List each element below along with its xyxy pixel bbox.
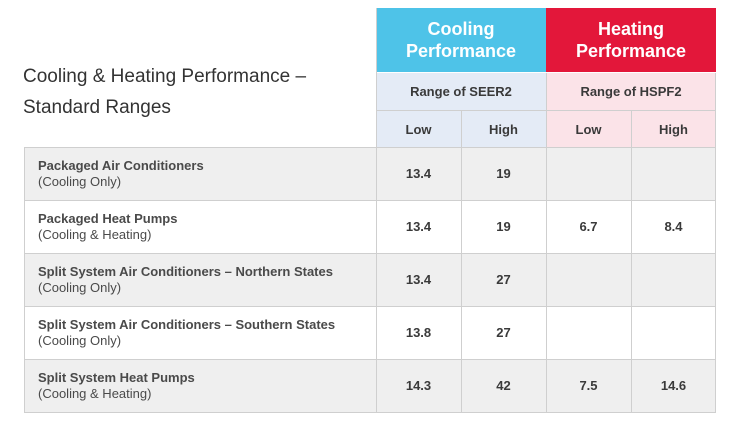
heating-header-line2: Performance <box>575 41 687 61</box>
grid-line <box>24 147 716 148</box>
heating-header-line1: Heating <box>597 19 664 39</box>
seer2-low-header: Low <box>376 111 461 147</box>
cooling-header-line2: Performance <box>405 41 517 61</box>
seer2-low-value: 13.4 <box>376 147 461 200</box>
seer2-high-value: 19 <box>461 200 546 253</box>
seer2-low-value: 13.8 <box>376 306 461 359</box>
seer2-low-value: 13.4 <box>376 200 461 253</box>
table-title: Cooling & Heating Performance – Standard… <box>23 61 363 123</box>
row-name: Split System Air Conditioners – Northern… <box>38 263 333 279</box>
hspf2-low-value <box>546 147 631 200</box>
seer2-low-value: 13.4 <box>376 253 461 306</box>
seer2-high-value: 19 <box>461 147 546 200</box>
heating-performance-header: Heating Performance <box>546 8 716 72</box>
row-subtitle: (Cooling Only) <box>38 279 122 295</box>
hspf2-range-header: Range of HSPF2 <box>546 73 716 110</box>
grid-line <box>24 306 716 307</box>
hspf2-high-value <box>631 147 716 200</box>
hspf2-high-value <box>631 306 716 359</box>
table-row-label: Packaged Air Conditioners (Cooling Only) <box>24 147 376 200</box>
row-name: Split System Air Conditioners – Southern… <box>38 316 336 332</box>
table-row-label: Packaged Heat Pumps (Cooling & Heating) <box>24 200 376 253</box>
hspf2-high-value <box>631 253 716 306</box>
hspf2-high-value: 14.6 <box>631 359 716 412</box>
seer2-range-header: Range of SEER2 <box>376 73 546 110</box>
seer2-high-header: High <box>461 111 546 147</box>
cooling-performance-header: Cooling Performance <box>376 8 546 72</box>
hspf2-low-value: 6.7 <box>546 200 631 253</box>
table-row-label: Split System Air Conditioners – Northern… <box>24 253 376 306</box>
seer2-high-value: 27 <box>461 306 546 359</box>
table-row-label: Split System Air Conditioners – Southern… <box>24 306 376 359</box>
table-row-label: Split System Heat Pumps (Cooling & Heati… <box>24 359 376 412</box>
hspf2-high-value: 8.4 <box>631 200 716 253</box>
row-name: Split System Heat Pumps <box>38 369 195 385</box>
grid-line <box>631 111 632 412</box>
hspf2-low-value <box>546 306 631 359</box>
table-title-line1: Cooling & Heating Performance – <box>23 66 307 87</box>
grid-line <box>24 200 716 201</box>
seer2-high-value: 42 <box>461 359 546 412</box>
hspf2-low-value: 7.5 <box>546 359 631 412</box>
cooling-header-line1: Cooling <box>427 19 495 39</box>
row-name: Packaged Air Conditioners <box>38 157 204 173</box>
row-subtitle: (Cooling Only) <box>38 332 122 348</box>
grid-line <box>24 412 716 413</box>
row-subtitle: (Cooling Only) <box>38 173 122 189</box>
row-name: Packaged Heat Pumps <box>38 210 178 226</box>
grid-line <box>715 73 716 412</box>
seer2-low-value: 14.3 <box>376 359 461 412</box>
seer2-high-value: 27 <box>461 253 546 306</box>
grid-line <box>24 253 716 254</box>
grid-line <box>376 8 377 412</box>
hspf2-low-value <box>546 253 631 306</box>
grid-line <box>24 147 25 412</box>
row-subtitle: (Cooling & Heating) <box>38 226 152 242</box>
hspf2-low-header: Low <box>546 111 631 147</box>
row-subtitle: (Cooling & Heating) <box>38 385 152 401</box>
hspf2-high-header: High <box>631 111 716 147</box>
grid-line <box>24 359 716 360</box>
grid-line <box>546 73 547 412</box>
grid-line <box>461 111 462 412</box>
table-title-line2: Standard Ranges <box>23 97 171 118</box>
